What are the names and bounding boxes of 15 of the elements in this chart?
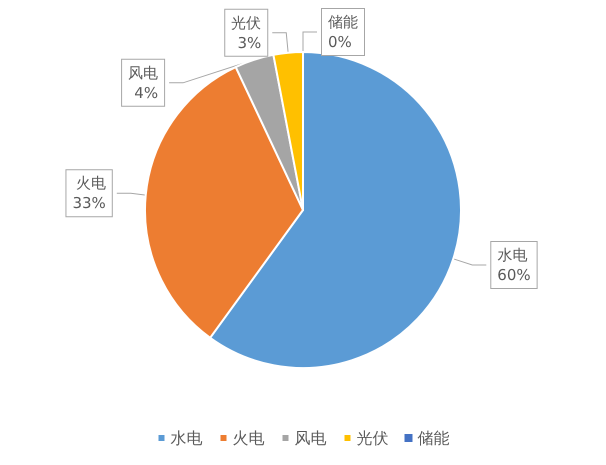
data-label: 33%	[72, 194, 106, 212]
slice-label: 水电	[497, 246, 528, 264]
data-label: 4%	[134, 84, 158, 102]
slice-label: 风电	[128, 64, 158, 82]
slice-label: 火电	[76, 174, 106, 192]
legend-label: 火电	[232, 428, 264, 448]
category-label: 储能	[328, 13, 358, 31]
legend-label: 储能	[418, 428, 450, 448]
text: 0%	[328, 33, 352, 51]
data-label: 60%	[497, 266, 531, 284]
legend-label: 光伏	[356, 428, 388, 448]
legend-label: 水电	[170, 428, 202, 448]
legend-label: 风电	[294, 428, 326, 448]
slice-label: 光伏	[231, 14, 262, 32]
data-label: 3%	[237, 34, 262, 52]
